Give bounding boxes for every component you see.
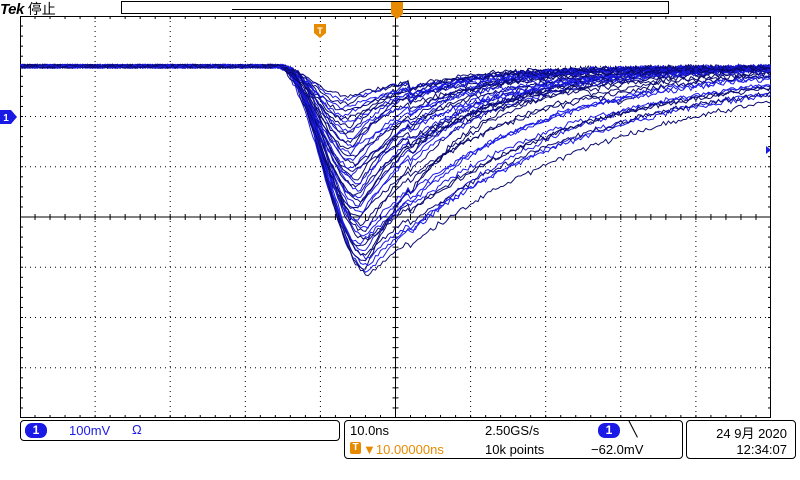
trigger-marker-label: T (317, 26, 323, 36)
trigger-source-badge: 1 (598, 423, 620, 438)
waveform-display[interactable] (20, 16, 771, 418)
waveform-traces (20, 63, 771, 277)
timebase-readout[interactable]: 10.0ns T →▼10.00000ns 2.50GS/s 10k points… (344, 420, 683, 459)
channel1-ground-marker[interactable]: 1 (0, 110, 17, 124)
acquisition-state: 停止 (27, 1, 56, 17)
channel1-readout[interactable]: 1 100mV Ω (20, 420, 340, 441)
graticule (20, 16, 771, 418)
time-text: 12:34:07 (736, 442, 787, 457)
trigger-level-marker (766, 146, 771, 154)
record-length: 10k points (485, 442, 545, 457)
falling-edge-icon: ╲ (629, 421, 638, 437)
datetime-readout: 24 9月 2020 12:34:07 (686, 420, 796, 459)
date-text: 24 9月 2020 (716, 426, 787, 441)
trigger-position-marker[interactable]: T (314, 24, 326, 38)
brand: Tek 停止 (0, 0, 56, 18)
brand-logo: Tek (0, 0, 24, 18)
channel1-badge: 1 (25, 423, 47, 438)
trigger-position-value: →▼10.00000ns (350, 442, 444, 457)
channel1-marker-label: 1 (3, 113, 9, 124)
channel1-scale: 100mV (69, 423, 111, 438)
time-per-div: 10.0ns (350, 423, 390, 438)
waveform-trace (20, 63, 771, 102)
trigger-level: −62.0mV (591, 442, 644, 457)
waveform-trace (20, 63, 771, 112)
waveform-trace (20, 63, 771, 99)
impedance-icon: Ω (132, 422, 142, 437)
trigger-t-icon: T (350, 442, 361, 454)
expansion-point-marker[interactable] (391, 2, 403, 19)
sample-rate: 2.50GS/s (485, 423, 540, 438)
